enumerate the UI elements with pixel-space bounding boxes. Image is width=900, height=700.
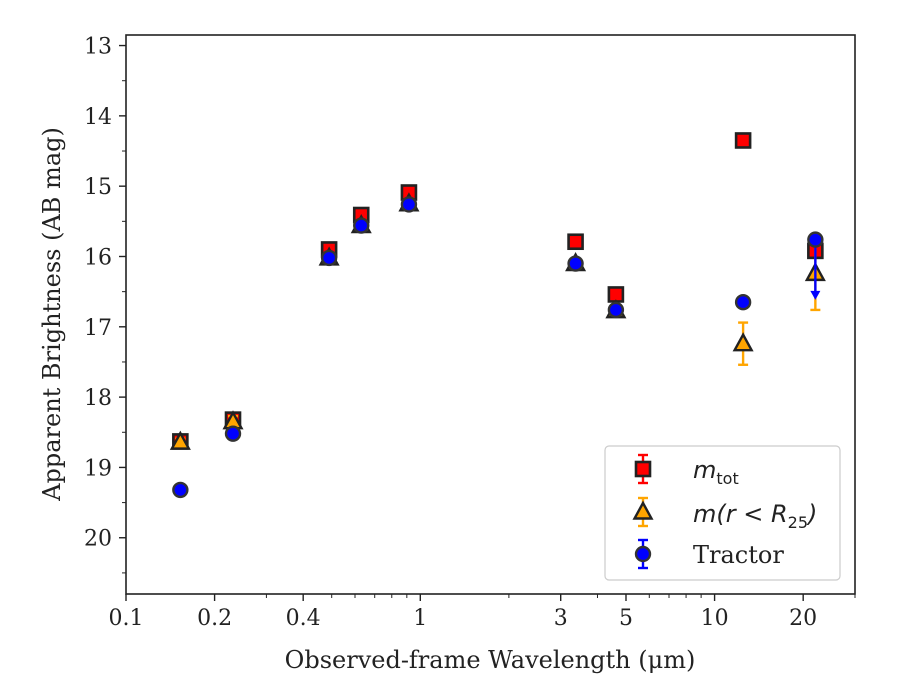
x-tick-label: 1	[413, 606, 427, 631]
legend-marker-mr25	[632, 496, 654, 528]
axis-ticks	[119, 44, 856, 601]
legend-label-mtot: mtot	[693, 456, 739, 488]
marker-tractor	[807, 231, 824, 248]
plot-frame	[125, 34, 856, 595]
legend-label-mr25: m(r < R25)	[693, 500, 817, 532]
marker-tractor	[320, 249, 338, 267]
marker-mtot	[734, 132, 752, 149]
x-tick-label: 20	[789, 606, 817, 631]
legend-box	[604, 445, 841, 581]
legend-symbol-tractor	[634, 545, 652, 563]
series-mr25	[169, 192, 826, 450]
y-tick-label: 14	[84, 105, 112, 130]
x-tick-label: 5	[619, 606, 633, 631]
marker-tractor	[734, 293, 752, 311]
marker-mr25	[732, 332, 754, 352]
series-mtot	[172, 132, 824, 450]
x-tick-label: 10	[701, 606, 729, 631]
y-axis-label: Apparent Brightness (AB mag)	[38, 127, 66, 502]
legend-marker-tractor	[634, 538, 652, 570]
marker-mtot	[567, 233, 584, 251]
y-tick-label: 19	[84, 456, 112, 481]
marker-tractor	[224, 425, 242, 442]
x-tick-label: 0.4	[286, 606, 321, 631]
legend-mr25-close: )	[806, 500, 817, 528]
legend-symbol-mr25	[632, 500, 654, 520]
data-marks	[169, 132, 826, 499]
x-tick-label: 3	[554, 606, 568, 631]
marker-tractor	[607, 301, 625, 319]
marker-tractor	[567, 255, 584, 272]
legend-label-tractor: Tractor	[693, 541, 784, 569]
y-tick-label: 16	[84, 245, 112, 270]
series-tractor	[172, 196, 824, 499]
x-axis-label: Observed-frame Wavelength (μm)	[285, 646, 696, 674]
legend-mr25-sub: 25	[788, 513, 808, 532]
legend-markers	[632, 453, 654, 570]
marker-tractor	[172, 481, 189, 499]
legend-mr25-base: m	[693, 500, 716, 528]
y-tick-label: 17	[84, 316, 112, 341]
y-tick-label: 18	[84, 386, 112, 411]
legend: mtot m(r < R25) Tractor	[604, 445, 841, 581]
legend-mr25-paren: (r < R	[716, 500, 787, 528]
legend-marker-mtot	[634, 453, 652, 485]
legend-symbol-mtot	[634, 460, 652, 478]
y-tick-label: 20	[84, 527, 112, 552]
marker-tractor	[400, 196, 418, 213]
legend-mtot-sub: tot	[716, 469, 738, 488]
legend-mtot-base: m	[693, 456, 716, 484]
marker-mr25	[169, 430, 191, 450]
y-tick-label: 15	[84, 175, 112, 200]
upper-limit-arrow	[810, 239, 821, 300]
x-tick-label: 0.2	[197, 606, 232, 631]
y-tick-label: 13	[84, 35, 112, 60]
x-tick-label: 0.1	[109, 606, 144, 631]
marker-tractor	[353, 217, 370, 234]
